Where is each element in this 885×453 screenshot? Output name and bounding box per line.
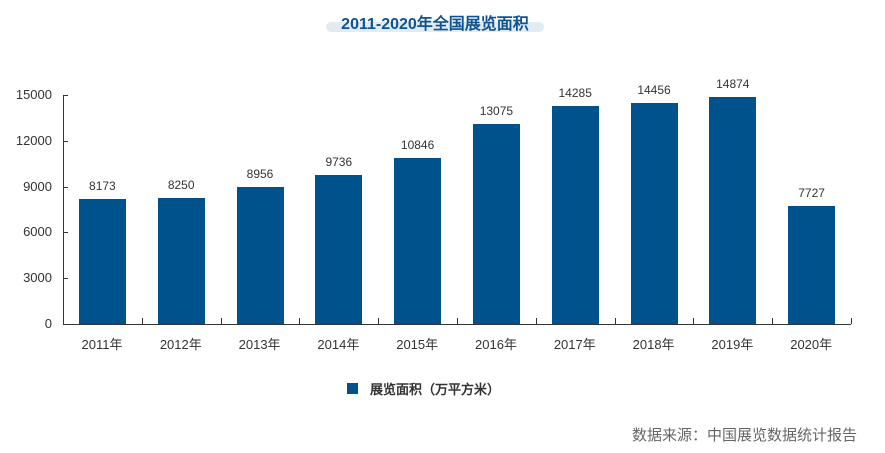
chart-title-block: 2011-2020年全国展览面积: [326, 6, 544, 33]
y-axis-line: [63, 95, 64, 324]
y-tick-label: 0: [44, 316, 52, 331]
x-tick: [772, 318, 774, 324]
x-tick: [535, 318, 537, 324]
x-tick: [693, 318, 695, 324]
bar-value-label: 9736: [325, 155, 353, 170]
x-tick-label: 2020年: [790, 337, 833, 352]
bar-2018年: [630, 103, 678, 324]
y-tick-label: 3000: [23, 270, 52, 286]
bar-2020年: [788, 206, 836, 324]
x-tick: [378, 318, 380, 324]
legend-label: 展览面积（万平方米）: [370, 382, 501, 397]
data-source-note: 数据来源：中国展览数据统计报告: [631, 427, 857, 444]
x-tick-label: 2015年: [396, 337, 439, 352]
y-tick: [63, 95, 68, 96]
legend: 展览面积（万平方米）: [347, 379, 500, 398]
y-tick: [63, 324, 68, 325]
bar-value-label: 8250: [167, 178, 195, 193]
bar-2012年: [157, 198, 205, 324]
bar-2019年: [709, 96, 757, 324]
bar-value-label: 10846: [400, 138, 435, 153]
x-tick-label: 2012年: [159, 337, 202, 352]
chart-title: 2011-2020年全国展览面积: [341, 16, 529, 33]
y-tick: [63, 278, 68, 280]
legend-swatch-icon: [347, 383, 358, 394]
y-tick-label: 6000: [23, 224, 52, 240]
x-tick-label: 2017年: [553, 337, 596, 352]
x-tick-label: 2016年: [475, 337, 517, 352]
y-tick: [63, 140, 68, 142]
bar-2011年: [78, 199, 126, 324]
bar-value-label: 14285: [558, 85, 592, 100]
title-underline-pill: [326, 22, 544, 32]
y-tick-label: 9000: [23, 178, 52, 194]
y-tick-label: 15000: [15, 87, 52, 102]
bar-2013年: [236, 187, 284, 324]
bar-2016年: [472, 124, 520, 324]
x-tick-label: 2018年: [632, 337, 675, 352]
y-tick: [63, 186, 68, 188]
x-axis-line: [63, 324, 851, 325]
bar-value-label: 14456: [637, 83, 671, 98]
bar-2015年: [394, 158, 442, 324]
x-tick-label: 2014年: [317, 337, 360, 352]
x-tick: [299, 318, 301, 324]
x-tick: [851, 318, 852, 324]
bar-value-label: 13075: [479, 104, 514, 119]
bar-value-label: 8956: [246, 167, 274, 182]
x-tick: [141, 318, 143, 324]
bar-value-label: 8173: [89, 179, 116, 194]
bar-2017年: [551, 105, 599, 324]
bar-2014年: [315, 175, 363, 324]
bar-value-label: 7727: [798, 186, 825, 201]
y-tick: [63, 232, 68, 234]
x-tick-label: 2011年: [81, 337, 123, 352]
y-tick-label: 12000: [15, 132, 52, 148]
bar-value-label: 14874: [716, 76, 750, 91]
x-tick: [220, 318, 222, 324]
x-tick: [614, 318, 616, 324]
x-tick-label: 2013年: [238, 337, 281, 352]
x-tick-label: 2019年: [711, 337, 754, 352]
x-tick: [457, 318, 458, 324]
